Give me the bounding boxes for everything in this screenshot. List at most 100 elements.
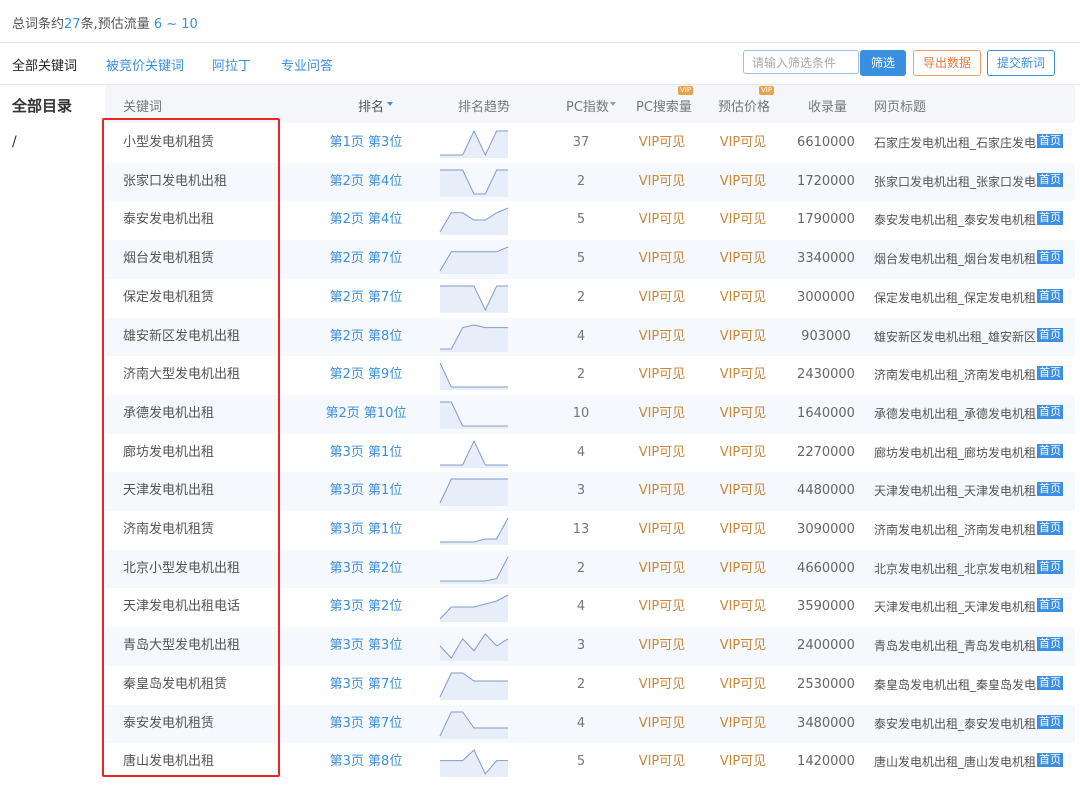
price: VIP可见	[719, 367, 767, 383]
trend-area	[440, 169, 508, 197]
keyword: 唐山发电机出租	[123, 754, 215, 770]
keyword: 张家口发电机出租	[123, 173, 228, 189]
tab[interactable]: 阿拉丁	[212, 59, 252, 74]
indexed-count: 3480000	[797, 715, 855, 731]
pc-search: VIP可见	[638, 483, 686, 499]
page-title: 北京发电机出租_北京发电机租	[874, 561, 1037, 576]
trend-chart	[440, 169, 508, 197]
summary-bar: 总词条约27条,预估流量 6 ~ 10	[0, 0, 1080, 43]
trend-chart	[440, 285, 508, 313]
trend-area	[440, 479, 508, 507]
keyword: 济南发电机租赁	[123, 522, 215, 537]
keyword: 青岛大型发电机出租	[123, 638, 241, 654]
pc-search: VIP可见	[638, 212, 686, 228]
page-title: 张家口发电机出租_张家口发电	[874, 174, 1037, 189]
rank[interactable]: 第3页 第8位	[329, 754, 403, 770]
rank[interactable]: 第2页 第8位	[329, 328, 403, 344]
page-title: 唐山发电机出租_唐山发电机租	[874, 755, 1037, 770]
keyword: 雄安新区发电机出租	[123, 328, 241, 344]
rank[interactable]: 第2页 第7位	[329, 289, 403, 305]
trend-line	[440, 285, 508, 311]
rank[interactable]: 第3页 第7位	[329, 715, 403, 731]
submit-button[interactable]: 提交新词	[987, 50, 1055, 76]
rank[interactable]: 第3页 第2位	[329, 560, 403, 576]
keyword: 保定发电机租赁	[123, 289, 215, 305]
rank[interactable]: 第2页 第9位	[329, 367, 403, 383]
table-row	[105, 394, 1075, 434]
price: VIP可见	[719, 754, 767, 770]
page-title: 烟台发电机出租_烟台发电机租	[874, 252, 1037, 267]
price: VIP可见	[719, 715, 767, 731]
rank[interactable]: 第1页 第3位	[329, 135, 403, 150]
home-badge: 首页	[1037, 404, 1063, 419]
tab[interactable]: 专业问答	[281, 59, 334, 74]
pc-index: 3	[576, 483, 586, 499]
header-cell: 收录量	[808, 100, 848, 115]
header-cell[interactable]: PC指数	[566, 100, 609, 115]
trend-area	[440, 247, 508, 275]
price: VIP可见	[719, 251, 767, 267]
highlight-box	[102, 118, 280, 777]
rank[interactable]: 第2页 第10位	[325, 405, 407, 421]
trend-chart	[440, 439, 508, 468]
keyword: 秦皇岛发电机租赁	[123, 676, 228, 692]
vip-badge: VIP	[678, 86, 694, 95]
rank[interactable]: 第2页 第4位	[329, 212, 403, 228]
home-badge: 首页	[1037, 521, 1063, 535]
home-badge: 首页	[1037, 250, 1063, 265]
price: VIP可见	[719, 483, 767, 499]
rank[interactable]: 第3页 第3位	[329, 638, 403, 654]
pc-index: 2	[576, 560, 586, 576]
trend-line	[440, 556, 509, 582]
indexed-count: 6610000	[797, 135, 855, 150]
home-badge: 首页	[1037, 714, 1063, 729]
sidebar-title: 全部目录	[12, 97, 73, 115]
pc-search: VIP可见	[638, 367, 686, 383]
pc-search: VIP可见	[638, 599, 686, 615]
rank[interactable]: 第3页 第7位	[329, 676, 403, 692]
keyword: 烟台发电机租赁	[123, 251, 215, 267]
tab[interactable]: 被竞价关键词	[106, 59, 185, 74]
rank[interactable]: 第2页 第4位	[329, 173, 403, 189]
filter-button[interactable]: 筛选	[860, 50, 906, 76]
home-badge: 首页	[1037, 559, 1063, 574]
rank[interactable]: 第3页 第1位	[329, 444, 403, 460]
home-badge: 首页	[1037, 211, 1063, 226]
rank[interactable]: 第3页 第1位	[329, 483, 403, 499]
price: VIP可见	[719, 638, 767, 654]
rank[interactable]: 第3页 第1位	[329, 522, 403, 537]
pc-index: 2	[576, 173, 586, 189]
pc-search: VIP可见	[638, 522, 686, 537]
table-row	[105, 240, 1075, 279]
trend-area	[440, 363, 508, 391]
summary-prefix: 总词条约	[12, 17, 65, 32]
page-title: 天津发电机出租_天津发电机租	[874, 600, 1037, 615]
header-cell[interactable]: 排名	[358, 100, 385, 115]
pc-index: 37	[572, 135, 590, 150]
page-title: 雄安新区发电机出租_雄安新区	[874, 329, 1037, 344]
rank[interactable]: 第3页 第2位	[329, 599, 403, 615]
price: VIP可见	[719, 522, 767, 537]
pc-search: VIP可见	[638, 173, 686, 189]
trend-area	[440, 208, 508, 236]
trend-area	[440, 131, 508, 158]
indexed-count: 1790000	[797, 212, 855, 228]
search-input[interactable]: 请输入筛选条件	[743, 50, 859, 74]
tab[interactable]: 全部关键词	[12, 59, 78, 74]
price: VIP可见	[719, 173, 767, 189]
page-title: 保定发电机出租_保定发电机租	[874, 290, 1037, 305]
sort-arrow	[387, 102, 393, 106]
pc-search: VIP可见	[638, 754, 686, 770]
home-badge: 首页	[1037, 443, 1063, 458]
page-title: 济南发电机出租_济南发电机租	[874, 523, 1037, 537]
trend-area	[440, 324, 508, 352]
rank[interactable]: 第2页 第7位	[329, 251, 403, 267]
trend-line	[440, 169, 508, 195]
sidebar-item[interactable]: /	[12, 134, 17, 150]
trend-chart	[439, 362, 508, 391]
indexed-count: 3340000	[797, 251, 855, 267]
export-button[interactable]: 导出数据	[913, 50, 981, 76]
pc-search: VIP可见	[638, 251, 686, 267]
pc-index: 5	[576, 251, 586, 267]
trend-chart	[439, 633, 509, 662]
